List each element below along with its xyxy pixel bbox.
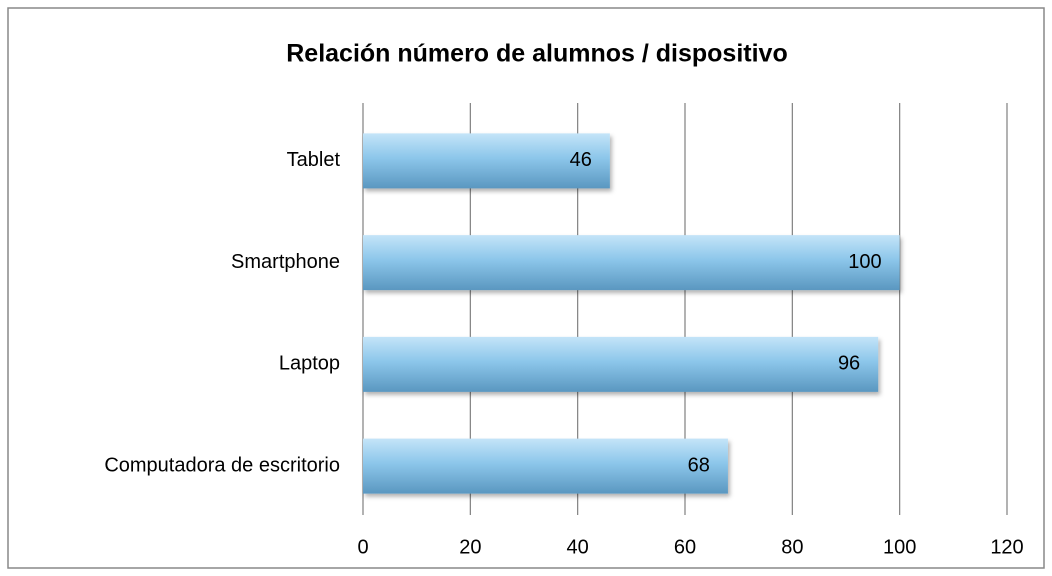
x-tick-label: 100 bbox=[883, 536, 916, 558]
bar bbox=[363, 235, 900, 291]
bar bbox=[363, 438, 728, 494]
y-tick-label: Tablet bbox=[287, 149, 341, 171]
x-tick-label: 0 bbox=[357, 536, 368, 558]
y-tick-label: Smartphone bbox=[231, 251, 340, 273]
data-label: 100 bbox=[848, 251, 881, 273]
x-tick-label: 60 bbox=[674, 536, 696, 558]
x-tick-label: 80 bbox=[781, 536, 803, 558]
y-tick-label: Laptop bbox=[279, 353, 340, 375]
x-tick-label: 20 bbox=[459, 536, 481, 558]
data-label: 46 bbox=[570, 149, 592, 171]
data-label: 68 bbox=[688, 454, 710, 476]
bar bbox=[363, 133, 610, 189]
chart-title: Relación número de alumnos / dispositivo bbox=[286, 40, 787, 68]
x-tick-label: 40 bbox=[567, 536, 589, 558]
y-tick-label: Computadora de escritorio bbox=[104, 454, 340, 476]
x-tick-label: 120 bbox=[990, 536, 1023, 558]
bar bbox=[363, 336, 879, 392]
data-label: 96 bbox=[838, 353, 860, 375]
